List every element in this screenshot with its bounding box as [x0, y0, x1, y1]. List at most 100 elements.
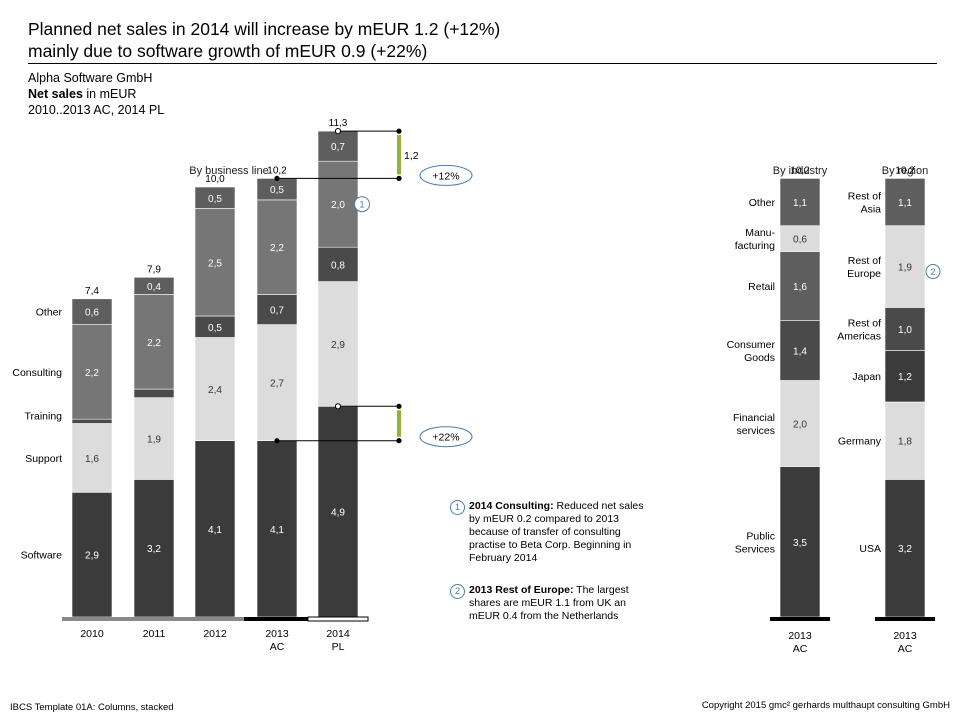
- data-label-2014-pl-training: 0,8: [331, 260, 345, 271]
- data-label-2013-ac-other: 0,5: [270, 185, 284, 196]
- copyright: Copyright 2015 gmc² gerhards multhaupt c…: [701, 700, 950, 711]
- bar-2013-ac-training: [256, 294, 298, 325]
- data-label-2010-software: 2,9: [85, 551, 99, 562]
- variance-badge-text-1: +12%: [432, 170, 459, 182]
- category-label-2014-pl: 2014: [326, 628, 350, 640]
- bar-2010-software: [71, 491, 113, 618]
- variance-dot-start-2: [274, 438, 280, 444]
- data-label-2014-pl-consulting: 2,0: [331, 200, 345, 211]
- measure: Net sales in mEUR: [28, 86, 164, 102]
- bar-2012-other: [194, 186, 236, 209]
- bar-by-industry-retail: [779, 251, 821, 321]
- variance-dot-right-b-2: [396, 403, 402, 409]
- variance-dot-end-1: [334, 128, 342, 135]
- category-label-2013-ac-2: AC: [270, 641, 285, 653]
- data-label-by-region-usa: 3,2: [898, 544, 912, 555]
- category-name-by-industry-financial-services: Financial: [733, 412, 775, 424]
- legend-consulting: Consulting: [12, 367, 62, 379]
- category-label-2012: 2012: [203, 628, 227, 640]
- title-divider: [28, 63, 937, 64]
- comment-title-2: 2013 Rest of Europe:: [469, 584, 574, 596]
- data-label-2012-support: 2,4: [208, 385, 222, 396]
- comment-body-1: Reduced net sales by mEUR 0.2 compared t…: [469, 500, 644, 564]
- data-label-by-region-germany: 1,8: [898, 437, 912, 448]
- axis-baseline-actual: [244, 617, 308, 621]
- variance-dot-right-a-1: [396, 175, 402, 181]
- bar-2010-other: [71, 298, 113, 325]
- data-label-by-industry-financial-services: 2,0: [793, 420, 807, 431]
- total-label-2013-ac: 10,2: [267, 165, 287, 176]
- data-label-by-region-rest-of-europe: 1,9: [898, 263, 912, 274]
- variance-dot-right-a-2: [396, 438, 402, 444]
- variance-bar-1: [397, 135, 401, 175]
- bar-2013-ac-consulting: [256, 199, 298, 295]
- bar-by-region-japan: [884, 350, 926, 403]
- comment-marker-2: 2: [450, 584, 465, 599]
- bar-2010-consulting: [71, 324, 113, 420]
- axis-baseline-by-region: [875, 617, 935, 621]
- data-label-2012-other: 0,5: [208, 194, 222, 205]
- category-label-by-region-2: AC: [898, 643, 913, 655]
- bar-2011-consulting: [133, 294, 175, 390]
- comment-marker-bar-2: [925, 264, 941, 280]
- data-label-2014-pl-support: 2,9: [331, 340, 345, 351]
- bar-2012-software: [194, 440, 236, 618]
- axis-baseline-by-industry: [770, 617, 830, 621]
- bar-by-region-germany: [884, 401, 926, 480]
- data-label-2012-software: 4,1: [208, 525, 222, 536]
- data-label-2010-support: 1,6: [85, 454, 99, 465]
- axis-baseline-previous: [62, 617, 244, 621]
- category-name-by-industry-manu-facturing: Manu-: [745, 227, 775, 239]
- chart-title-by-industry: By industry: [773, 165, 828, 177]
- bar-2013-ac-support: [256, 324, 298, 442]
- data-label-2011-support: 1,9: [147, 435, 161, 446]
- variance-dot-start-1: [274, 175, 280, 181]
- category-label-2014-pl-2: PL: [332, 641, 345, 653]
- legend-software: Software: [21, 550, 63, 562]
- bar-2012-consulting: [194, 208, 236, 317]
- variance-badge-text-2: +22%: [432, 432, 459, 444]
- category-name-by-industry-consumer-goods-2: Goods: [744, 352, 775, 364]
- bar-2014-pl-training: [317, 246, 359, 282]
- measure-name: Net sales: [28, 87, 83, 101]
- data-label-by-industry-consumer-goods: 1,4: [793, 346, 807, 357]
- category-label-2013-ac: 2013: [265, 628, 289, 640]
- comment-body-2: The largest shares are mEUR 1.1 from UK …: [469, 584, 629, 622]
- data-label-2011-other: 0,4: [147, 282, 161, 293]
- category-name-by-region-germany: Germany: [838, 436, 882, 448]
- variance-dot-end-2: [334, 403, 342, 410]
- bar-2014-pl-software: [317, 405, 359, 618]
- category-label-by-region: 2013: [893, 630, 917, 642]
- data-label-by-region-japan: 1,2: [898, 372, 912, 383]
- comment-marker-bar-1: [354, 196, 370, 213]
- total-label-by-industry: 10,2: [790, 165, 810, 176]
- chart-title-by-region: By region: [882, 165, 928, 177]
- comment-text-1: 2014 Consulting: Reduced net sales by mE…: [469, 500, 651, 565]
- category-name-by-industry-public-services-2: Services: [735, 543, 775, 555]
- data-label-2011-software: 3,2: [147, 544, 161, 555]
- axis-baseline-plan: [307, 616, 369, 622]
- data-label-by-industry-public-services: 3,5: [793, 538, 807, 549]
- data-label-by-region-rest-of-asia: 1,1: [898, 198, 912, 209]
- category-name-by-industry-other: Other: [749, 197, 776, 209]
- data-label-2013-ac-consulting: 2,2: [270, 243, 284, 254]
- category-name-by-region-usa: USA: [859, 543, 881, 555]
- chart-title-business-line: By business line: [189, 165, 269, 177]
- chart-subtitle: Alpha Software GmbH Net sales in mEUR 20…: [28, 70, 164, 118]
- bar-2011-training: [133, 388, 175, 399]
- category-name-by-industry-manu-facturing-2: facturing: [735, 240, 775, 252]
- legend-training: Training: [24, 410, 62, 422]
- bar-2014-pl-other: [317, 130, 359, 162]
- period: 2010..2013 AC, 2014 PL: [28, 103, 165, 117]
- bar-2010-support: [71, 423, 113, 493]
- data-label-by-industry-retail: 1,6: [793, 282, 807, 293]
- total-label-2010: 7,4: [85, 286, 99, 297]
- measure-unit: in mEUR: [82, 87, 137, 101]
- bar-by-region-rest-of-asia: [884, 178, 926, 226]
- total-label-2011: 7,9: [147, 264, 161, 275]
- data-label-2012-consulting: 2,5: [208, 258, 222, 269]
- data-label-by-industry-manu-facturing: 0,6: [793, 235, 807, 246]
- category-name-by-region-rest-of-europe: Rest of: [848, 255, 881, 267]
